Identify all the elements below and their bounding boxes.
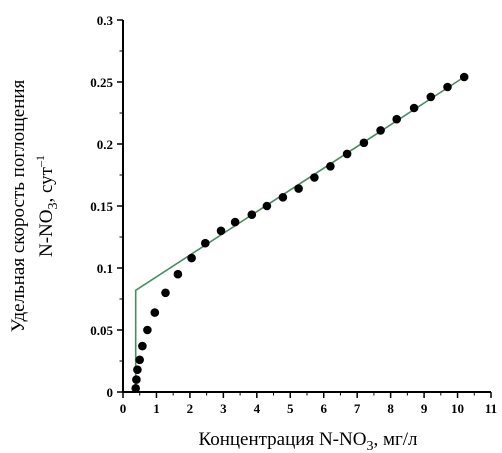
y-axis-title-unit: , сут — [36, 166, 57, 202]
y-axis-title-subscript: 3 — [46, 203, 61, 210]
data-point — [278, 193, 288, 202]
x-tick-label: 1 — [153, 401, 160, 416]
y-axis-title-species: N-NO — [36, 210, 57, 258]
y-tick-label: 0.1 — [97, 261, 113, 276]
x-tick-label: 10 — [451, 401, 464, 416]
y-tick-label: 0.05 — [90, 323, 113, 338]
data-point — [409, 103, 419, 113]
y-axis-title-main: Удельная скорость поглощения — [8, 79, 29, 332]
x-tick-label: 8 — [387, 401, 394, 416]
data-point — [426, 92, 436, 102]
x-tick-label: 9 — [421, 401, 428, 416]
data-point — [310, 173, 319, 182]
x-axis-title-unit: , мг/л — [373, 429, 418, 450]
data-point — [342, 149, 352, 159]
y-tick-label: 0.25 — [90, 75, 113, 90]
y-axis-title-line1: Удельная скорость поглощения — [8, 79, 29, 332]
y-axis-title-superscript: –1 — [33, 155, 47, 168]
x-axis-title-subscript: 3 — [366, 439, 373, 453]
x-tick-label: 5 — [287, 401, 294, 416]
x-tick-label: 4 — [254, 401, 261, 416]
data-point — [326, 162, 335, 171]
data-point — [133, 365, 142, 375]
data-point — [187, 253, 196, 263]
data-point — [294, 184, 303, 193]
data-point — [247, 210, 257, 219]
x-axis-title-main: Концентрация N-NO — [198, 429, 366, 450]
data-point — [132, 375, 141, 384]
data-point — [161, 288, 170, 298]
data-point — [216, 226, 226, 236]
x-tick-label: 7 — [354, 401, 361, 416]
y-tick-label: 0.2 — [97, 137, 113, 152]
data-point — [443, 82, 452, 92]
x-tick-label: 6 — [320, 401, 327, 416]
y-axis-title-line2: N-NO3, сут–1 — [33, 155, 61, 257]
data-point — [150, 308, 160, 317]
data-point — [143, 325, 152, 335]
x-tick-label: 11 — [485, 401, 497, 416]
x-axis-title: Концентрация N-NO3, мг/л — [198, 429, 418, 453]
data-point — [131, 384, 140, 393]
plot-area: 0 1 2 3 4 5 6 7 8 9 10 11 0 0.05 0.1 0.15 0.2 0.25 0.3 — [90, 13, 497, 416]
data-point — [392, 114, 402, 124]
fit-line — [134, 76, 465, 392]
data-point — [201, 238, 210, 248]
data-point — [459, 72, 469, 82]
data-point — [173, 269, 183, 279]
data-point — [376, 126, 385, 135]
x-tick-label: 3 — [220, 401, 227, 416]
x-tick-label: 0 — [120, 401, 127, 416]
data-point — [230, 217, 240, 227]
data-point — [135, 355, 144, 365]
y-tick-label: 0 — [107, 385, 114, 400]
x-tick-label: 2 — [187, 401, 194, 416]
y-tick-label: 0.15 — [90, 199, 113, 214]
data-point — [359, 138, 369, 148]
y-tick-label: 0.3 — [97, 13, 114, 28]
data-point — [262, 201, 272, 211]
data-point — [138, 341, 147, 351]
